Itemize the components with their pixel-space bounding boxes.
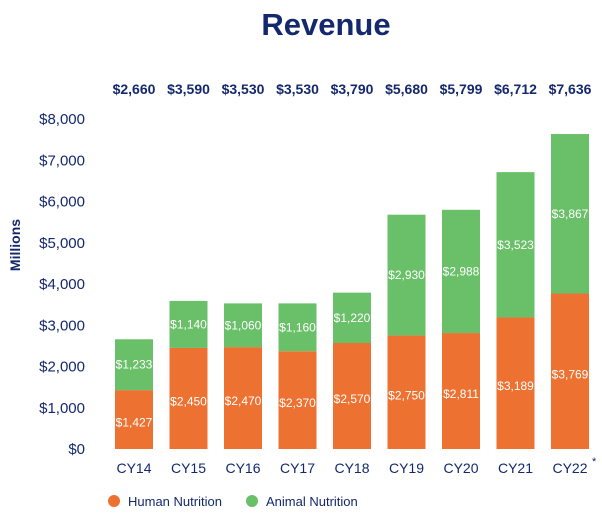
animal-nutrition-value-label: $1,233 [116,358,153,372]
animal-nutrition-bar [551,134,589,294]
x-tick-label: CY17 [280,460,315,476]
total-label: $3,530 [276,81,319,97]
x-tick-label: CY18 [334,460,369,476]
x-tick-label: CY20 [443,460,478,476]
human-nutrition-value-label: $2,450 [170,394,207,408]
total-label: $6,712 [494,81,537,97]
x-tick-label: CY22 [552,460,587,476]
animal-nutrition-bar [333,292,371,343]
legend-label: Human Nutrition [128,494,222,509]
y-tick-label: $0 [68,441,85,458]
human-nutrition-bar [115,390,153,449]
human-nutrition-value-label: $2,370 [279,396,316,410]
x-tick-label: CY15 [171,460,206,476]
human-nutrition-bar [496,317,535,449]
y-tick-label: $5,000 [39,235,85,252]
human-nutrition-bar [169,347,208,449]
animal-nutrition-bar [496,172,535,318]
legend-label: Animal Nutrition [266,494,358,509]
human-nutrition-bar [442,333,480,449]
total-labels: $2,660 $3,590 $3,530 $3,530 $3,790 $5,680 $5,7… [113,81,592,97]
human-nutrition-value-label: $2,811 [443,387,479,401]
y-tick-label: $1,000 [39,400,85,417]
y-tick-label: $8,000 [39,111,85,128]
total-label: $5,799 [440,81,483,97]
legend: Human Nutrition Animal Nutrition [108,494,358,509]
animal-nutrition-value-label: $1,160 [279,320,316,334]
y-tick-label: $4,000 [39,276,85,293]
human-nutrition-bar [387,335,426,449]
y-axis-label: Millions [7,219,23,271]
total-label: $7,636 [549,81,592,97]
human-nutrition-bar [333,342,371,449]
animal-nutrition-bar [387,214,426,336]
y-tick-label: $6,000 [39,194,85,211]
y-axis-ticks: $0 $1,000 $2,000 $3,000 $4,000 $5,000 $6,000 $7… [39,111,85,458]
animal-nutrition-bar [224,303,262,348]
x-tick-footnote: * [592,456,597,468]
animal-nutrition-value-label: $2,930 [388,268,425,282]
human-nutrition-value-label: $3,189 [497,379,534,393]
total-label: $3,590 [167,81,210,97]
y-tick-label: $7,000 [39,152,85,169]
total-label: $5,680 [385,81,428,97]
animal-nutrition-value-label: $3,523 [497,238,534,252]
human-nutrition-value-label: $3,769 [552,367,589,381]
total-label: $3,530 [222,81,265,97]
chart-title: Revenue [261,7,390,42]
animal-nutrition-value-label: $1,060 [225,318,262,332]
x-tick-label: CY21 [498,460,533,476]
animal-nutrition-bar [115,339,153,391]
legend-marker [246,495,258,507]
bars: $1,427 $1,233 $2,450 $1,140 $2,470 $1,060 $2,3… [115,134,589,449]
x-tick-label: CY14 [116,460,151,476]
human-nutrition-bar [551,293,589,449]
human-nutrition-value-label: $2,750 [388,388,425,402]
human-nutrition-value-label: $2,470 [225,394,262,408]
animal-nutrition-value-label: $1,220 [334,311,371,325]
human-nutrition-bar [278,351,317,449]
animal-nutrition-bar [278,303,317,352]
animal-nutrition-value-label: $2,988 [443,264,480,278]
x-axis-ticks: CY14 CY15 CY16 CY17 CY18 CY19 CY20 CY21 CY22 * [116,456,597,476]
y-tick-label: $2,000 [39,359,85,376]
legend-marker [108,495,120,507]
human-nutrition-value-label: $1,427 [116,416,153,430]
animal-nutrition-value-label: $1,140 [170,317,207,331]
x-tick-label: CY16 [225,460,260,476]
animal-nutrition-bar [169,300,208,348]
total-label: $2,660 [113,81,156,97]
animal-nutrition-value-label: $3,867 [552,207,589,221]
x-tick-label: CY19 [389,460,424,476]
total-label: $3,790 [331,81,374,97]
human-nutrition-bar [224,347,262,449]
y-tick-label: $3,000 [39,317,85,334]
animal-nutrition-bar [442,209,480,334]
human-nutrition-value-label: $2,570 [334,392,371,406]
